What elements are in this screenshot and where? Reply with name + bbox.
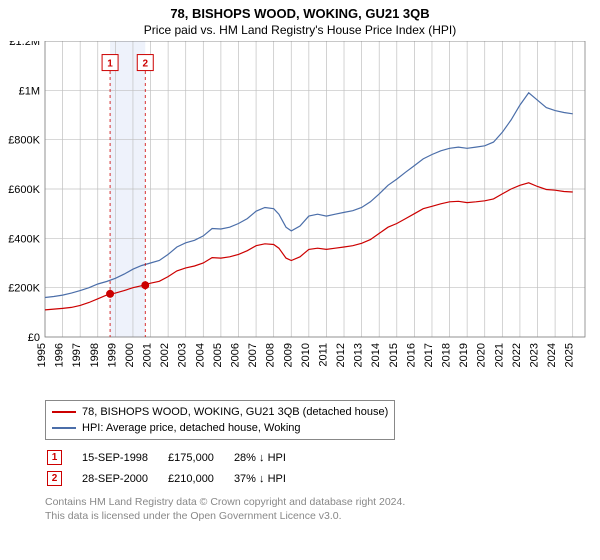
svg-text:£200K: £200K [8,283,40,295]
svg-text:2022: 2022 [511,343,523,367]
svg-text:1: 1 [107,59,113,70]
svg-text:2018: 2018 [441,343,453,367]
svg-text:2021: 2021 [493,343,505,367]
svg-text:1998: 1998 [89,343,101,367]
svg-text:2000: 2000 [124,343,136,367]
svg-text:2004: 2004 [194,343,206,367]
marker-box: 2 [47,471,62,486]
legend-row: 78, BISHOPS WOOD, WOKING, GU21 3QB (deta… [52,404,388,420]
legend-row: HPI: Average price, detached house, Woki… [52,420,388,436]
svg-text:2002: 2002 [159,343,171,367]
svg-text:£600K: £600K [8,184,40,196]
table-row: 2 28-SEP-2000£210,00037% ↓ HPI [47,469,304,488]
svg-text:1996: 1996 [54,343,66,367]
price-chart-svg: £0 £200K £400K £600K £800K £1M £1.2M 1995 1996 19… [0,41,598,391]
svg-text:2012: 2012 [335,343,347,367]
svg-text:2011: 2011 [317,343,329,367]
svg-text:2023: 2023 [529,343,541,367]
svg-text:2: 2 [142,59,148,70]
svg-text:2010: 2010 [300,343,312,367]
legend-label: HPI: Average price, detached house, Woki… [82,420,301,436]
svg-text:2003: 2003 [177,343,189,367]
svg-text:2019: 2019 [458,343,470,367]
transaction-table: 1 15-SEP-1998£175,00028% ↓ HPI 2 28-SEP-200… [45,446,306,490]
trade-delta: 37% ↓ HPI [234,469,304,488]
table-row: 1 15-SEP-1998£175,00028% ↓ HPI [47,448,304,467]
svg-text:2008: 2008 [265,343,277,367]
marker-box: 1 [47,450,62,465]
trade-delta: 28% ↓ HPI [234,448,304,467]
trade-price: £210,000 [168,469,232,488]
legend-swatch [52,411,76,413]
svg-text:2024: 2024 [546,343,558,367]
legend-label: 78, BISHOPS WOOD, WOKING, GU21 3QB (deta… [82,404,388,420]
svg-text:2006: 2006 [229,343,241,367]
svg-text:2013: 2013 [353,343,365,367]
svg-text:2020: 2020 [476,343,488,367]
trade-date: 28-SEP-2000 [82,469,166,488]
svg-text:£800K: £800K [8,135,40,147]
svg-text:2025: 2025 [564,343,576,367]
svg-text:2015: 2015 [388,343,400,367]
svg-text:2005: 2005 [212,343,224,367]
svg-text:1995: 1995 [36,343,48,367]
legend-box: 78, BISHOPS WOOD, WOKING, GU21 3QB (deta… [45,400,395,440]
svg-text:£400K: £400K [8,233,40,245]
trade-price: £175,000 [168,448,232,467]
chart-area: £0 £200K £400K £600K £800K £1M £1.2M 1995 1996 19… [0,41,600,396]
svg-text:£0: £0 [28,332,40,344]
footer: 78, BISHOPS WOOD, WOKING, GU21 3QB (deta… [0,396,600,523]
chart-subtitle: Price paid vs. HM Land Registry's House … [0,21,600,41]
svg-text:2016: 2016 [405,343,417,367]
svg-text:2014: 2014 [370,343,382,367]
svg-text:£1M: £1M [19,85,40,97]
license-line-1: Contains HM Land Registry data © Crown c… [45,496,580,510]
svg-text:1999: 1999 [106,343,118,367]
svg-text:2007: 2007 [247,343,259,367]
svg-text:2009: 2009 [282,343,294,367]
license-line-2: This data is licensed under the Open Gov… [45,510,580,524]
svg-text:£1.2M: £1.2M [9,41,40,48]
svg-text:1997: 1997 [71,343,83,367]
legend-swatch [52,427,76,429]
license-text: Contains HM Land Registry data © Crown c… [45,490,580,523]
chart-title: 78, BISHOPS WOOD, WOKING, GU21 3QB [0,0,600,21]
svg-text:2017: 2017 [423,343,435,367]
svg-text:2001: 2001 [142,343,154,367]
trade-date: 15-SEP-1998 [82,448,166,467]
